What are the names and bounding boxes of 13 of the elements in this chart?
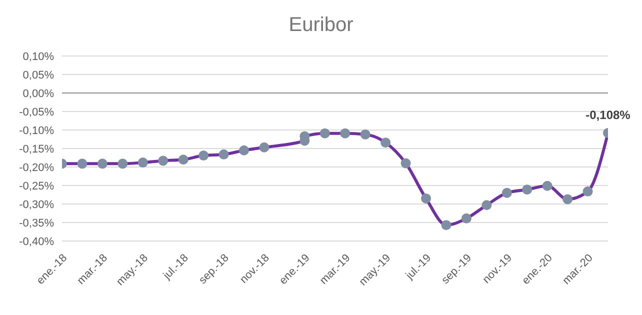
y-tick-label: -0,35% bbox=[19, 217, 54, 230]
y-tick-label: -0,15% bbox=[19, 143, 54, 156]
y-tick-label: 0,00% bbox=[22, 88, 54, 100]
y-tick-label: -0,25% bbox=[19, 180, 54, 192]
data-label: -0,108% bbox=[586, 108, 631, 122]
chart-title: Euribor bbox=[288, 13, 354, 38]
y-tick-label: -0,20% bbox=[19, 162, 54, 174]
y-tick-label: -0,05% bbox=[19, 106, 54, 118]
y-tick-label: -0,40% bbox=[19, 236, 54, 248]
y-tick-label: -0,10% bbox=[19, 124, 54, 137]
y-tick-label: 0,05% bbox=[22, 69, 54, 82]
y-tick-label: -0,30% bbox=[19, 198, 54, 211]
y-tick-label: 0,10% bbox=[22, 50, 54, 63]
